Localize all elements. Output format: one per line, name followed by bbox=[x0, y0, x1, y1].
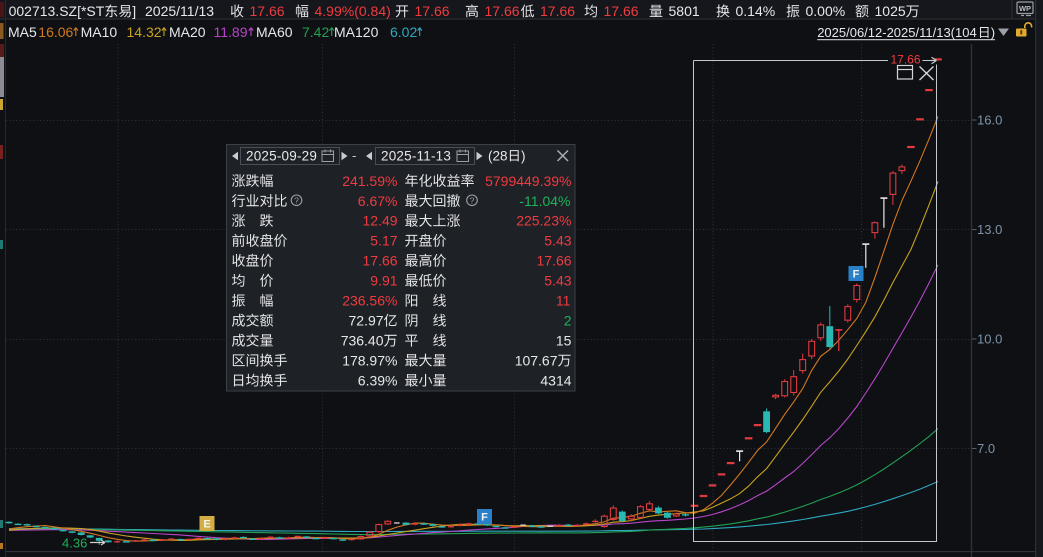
svg-text:MA120: MA120 bbox=[334, 24, 379, 40]
svg-text:4314: 4314 bbox=[540, 372, 571, 388]
svg-text:2025/11/13: 2025/11/13 bbox=[145, 3, 214, 19]
svg-text:?: ? bbox=[470, 196, 475, 206]
svg-text:6.39%: 6.39% bbox=[358, 372, 398, 388]
svg-text:(28: (28 bbox=[488, 149, 508, 164]
svg-text:736.40: 736.40 bbox=[341, 333, 384, 349]
svg-text:): ) bbox=[521, 149, 526, 164]
svg-text:5.17: 5.17 bbox=[370, 233, 397, 249]
svg-text:MA20: MA20 bbox=[169, 24, 206, 40]
svg-text:E: E bbox=[203, 519, 210, 531]
svg-text:2025-09-29: 2025-09-29 bbox=[246, 149, 317, 164]
svg-text:107.67: 107.67 bbox=[515, 352, 558, 368]
svg-text:10.0: 10.0 bbox=[977, 332, 1002, 347]
svg-text:2: 2 bbox=[564, 313, 572, 329]
svg-text:11.89: 11.89 bbox=[214, 24, 248, 40]
svg-text:72.97: 72.97 bbox=[349, 313, 384, 329]
svg-text:2025-11-13: 2025-11-13 bbox=[381, 149, 451, 164]
svg-text:17.66: 17.66 bbox=[415, 3, 450, 19]
svg-text:4.99%(0.84): 4.99%(0.84) bbox=[315, 3, 391, 19]
svg-text:17.66: 17.66 bbox=[363, 253, 398, 269]
svg-text:16.0: 16.0 bbox=[977, 113, 1002, 128]
svg-text:17.66: 17.66 bbox=[604, 3, 639, 19]
svg-text:-: - bbox=[352, 148, 356, 163]
svg-text:17.66: 17.66 bbox=[891, 53, 921, 67]
svg-text:7.0: 7.0 bbox=[977, 441, 995, 456]
svg-text:MA10: MA10 bbox=[81, 24, 118, 40]
svg-text:7.42: 7.42 bbox=[302, 24, 329, 40]
svg-text:0.14%: 0.14% bbox=[736, 3, 776, 19]
svg-text:225.23%: 225.23% bbox=[516, 213, 571, 229]
svg-text:5801: 5801 bbox=[669, 3, 700, 19]
svg-text:]: ] bbox=[132, 3, 136, 19]
svg-text:5799449.39%: 5799449.39% bbox=[485, 173, 571, 189]
svg-text:9.91: 9.91 bbox=[370, 273, 397, 289]
svg-text:17.66: 17.66 bbox=[537, 253, 572, 269]
svg-text:0.00%: 0.00% bbox=[806, 3, 846, 19]
svg-text:WP: WP bbox=[1019, 4, 1031, 13]
svg-text:MA60: MA60 bbox=[256, 24, 293, 40]
svg-text:-11.04%: -11.04% bbox=[519, 193, 570, 209]
svg-text:002713.SZ[*ST: 002713.SZ[*ST bbox=[9, 3, 105, 19]
svg-text:236.56%: 236.56% bbox=[342, 293, 397, 309]
svg-text:MA5: MA5 bbox=[8, 24, 37, 40]
svg-text:17.66: 17.66 bbox=[250, 3, 285, 19]
svg-text:15: 15 bbox=[556, 333, 572, 349]
svg-text:?: ? bbox=[294, 196, 299, 206]
svg-text:F: F bbox=[853, 269, 860, 281]
svg-text:11: 11 bbox=[556, 293, 571, 309]
svg-text:17.66: 17.66 bbox=[540, 3, 575, 19]
svg-text:4.36: 4.36 bbox=[62, 536, 87, 551]
svg-text:): ) bbox=[991, 25, 995, 40]
svg-text:5.43: 5.43 bbox=[544, 273, 571, 289]
svg-text:14.32: 14.32 bbox=[127, 24, 162, 40]
svg-text:5.43: 5.43 bbox=[544, 233, 571, 249]
svg-text:17.66: 17.66 bbox=[485, 3, 520, 19]
svg-text:1025: 1025 bbox=[875, 3, 906, 19]
svg-text:F: F bbox=[481, 512, 488, 524]
svg-text:6.67%: 6.67% bbox=[358, 193, 398, 209]
svg-text:241.59%: 241.59% bbox=[342, 173, 397, 189]
svg-text:6.02: 6.02 bbox=[390, 24, 417, 40]
svg-text:16.06: 16.06 bbox=[38, 24, 73, 40]
svg-text:2025/06/12-2025/11/13(104: 2025/06/12-2025/11/13(104 bbox=[817, 25, 977, 40]
svg-text:13.0: 13.0 bbox=[977, 222, 1002, 237]
svg-text:178.97%: 178.97% bbox=[342, 352, 397, 368]
svg-text:12.49: 12.49 bbox=[363, 213, 398, 229]
